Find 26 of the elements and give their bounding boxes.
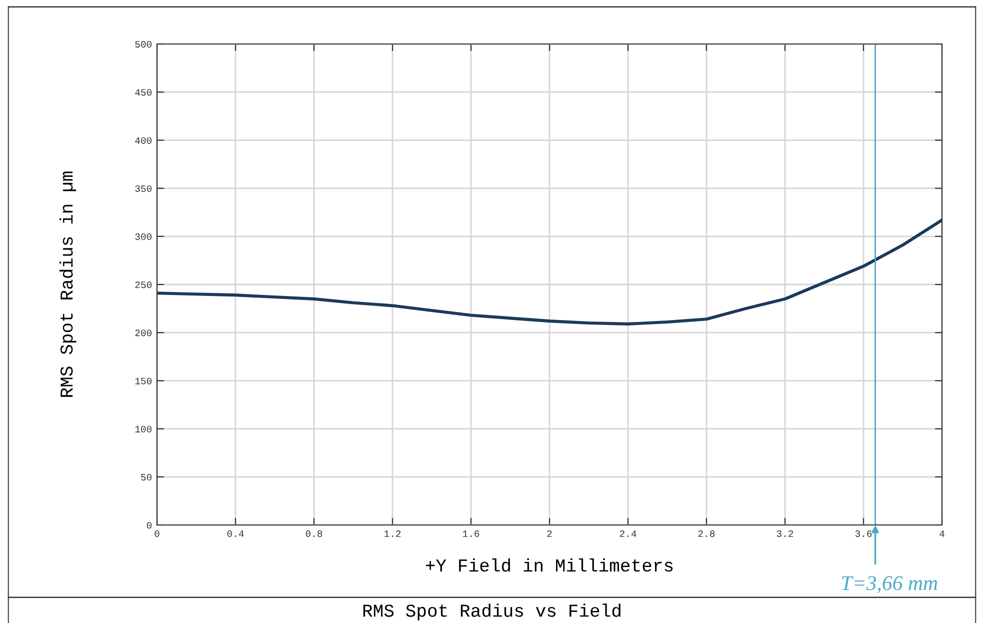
x-tick-label: 2	[547, 530, 552, 537]
y-tick-label: 250	[135, 282, 152, 288]
x-tick-label: 0	[154, 530, 160, 537]
x-tick-label: 1.6	[462, 530, 480, 537]
y-tick-label: 50	[141, 474, 152, 481]
x-tick-label: 3.6	[855, 530, 872, 537]
x-tick-label: 2.8	[698, 530, 715, 537]
y-tick-label: 500	[135, 41, 152, 48]
x-tick-label: 4	[940, 530, 944, 537]
x-tick-label: 0.8	[306, 530, 322, 537]
x-axis-title: +Y Field in Millimeters	[426, 558, 673, 572]
x-tick-label: 2.4	[620, 530, 636, 537]
y-tick-label: 100	[135, 426, 152, 432]
ref-line-label: T=3,66 mm	[842, 576, 938, 594]
y-tick-label: 400	[135, 137, 152, 144]
y-tick-label: 150	[135, 378, 152, 384]
text: RMS Spot Radius vs Field	[363, 604, 620, 620]
y-tick-label: 300	[135, 233, 152, 240]
y-tick-label: 200	[135, 330, 152, 336]
y-tick-label: 450	[135, 89, 152, 96]
y-tick-label: 350	[135, 185, 152, 192]
x-tick-label: 3.2	[776, 530, 794, 537]
y-axis-title: RMS Spot Radius in µm	[59, 172, 76, 397]
y-tick-label: 0	[146, 522, 152, 529]
x-tick-label: 0.4	[227, 530, 244, 537]
x-tick-label: 1.2	[384, 530, 401, 537]
